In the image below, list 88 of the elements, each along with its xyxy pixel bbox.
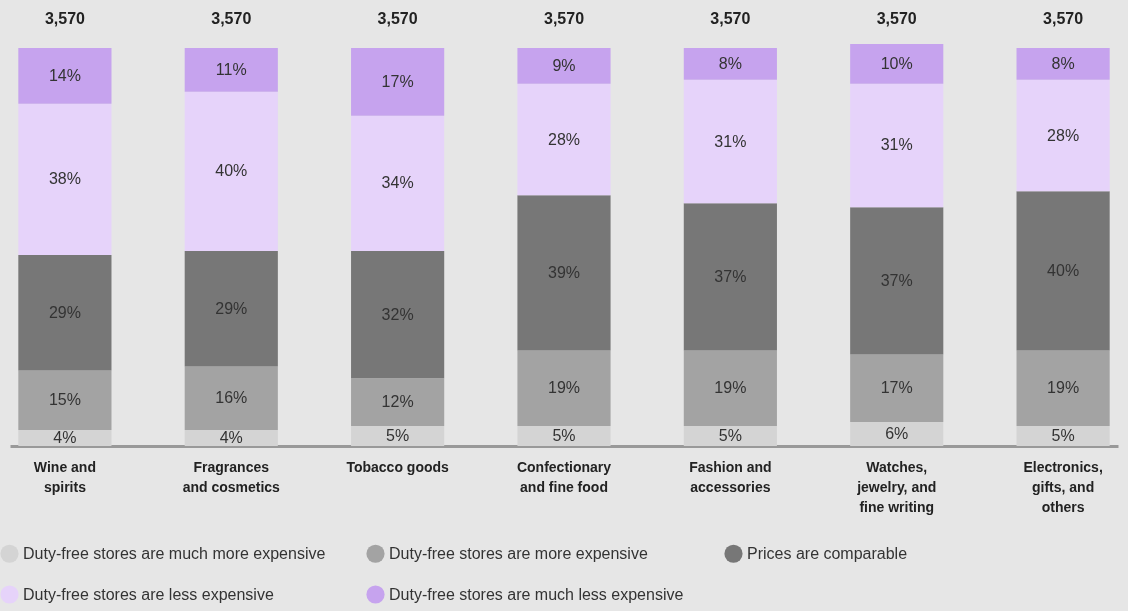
data-label: 8%	[718, 54, 742, 72]
bar	[683, 350, 777, 427]
bar	[18, 370, 112, 431]
data-label: 28%	[547, 130, 581, 148]
data-label: 19%	[1047, 379, 1080, 397]
bar	[184, 250, 278, 367]
data-label: 19%	[714, 379, 747, 397]
data-label: 9%	[552, 56, 576, 74]
data-label: 29%	[215, 299, 248, 317]
x-tick-label: Watches, jewelry, and fine writing	[856, 458, 937, 515]
legend-label: Duty-free stores are much more expensive	[23, 544, 326, 562]
legend-label: Duty-free stores are much less expensive	[389, 585, 684, 603]
x-tick-label: Fragrances and cosmetics	[182, 458, 281, 495]
bar	[517, 350, 611, 427]
data-label: 17%	[381, 72, 414, 90]
data-label: 5%	[718, 427, 742, 445]
bar	[184, 47, 278, 92]
data-label: 19%	[547, 379, 581, 397]
data-label: 10%	[880, 54, 913, 72]
bar	[351, 250, 445, 379]
data-label: 8%	[1051, 54, 1075, 72]
bar	[184, 430, 278, 446]
data-label: 5%	[552, 427, 576, 445]
data-label: 16%	[215, 389, 248, 407]
text: 3,570	[876, 10, 917, 27]
bar	[351, 47, 445, 116]
data-label: 34%	[381, 174, 414, 192]
bar	[683, 47, 777, 80]
data-label: 5%	[386, 427, 410, 445]
data-label: 38%	[48, 170, 81, 188]
data-label: 5%	[1051, 427, 1075, 445]
bar	[850, 354, 944, 423]
bar	[517, 83, 611, 196]
data-label: 28%	[1047, 126, 1080, 144]
data-label: 32%	[381, 305, 414, 323]
text: 3,570	[44, 10, 86, 27]
data-label: 31%	[880, 136, 913, 154]
bar	[850, 83, 944, 208]
x-tick-label: Wine and spirits	[33, 458, 96, 495]
text: 3,570	[543, 10, 585, 27]
bar	[850, 207, 944, 355]
data-label: 4%	[53, 429, 77, 447]
data-label: 39%	[547, 263, 581, 281]
bar	[351, 378, 445, 427]
bar	[517, 195, 611, 351]
text: 3,570	[710, 10, 751, 27]
bar	[517, 47, 611, 84]
data-label: 4%	[219, 429, 243, 447]
bar	[850, 44, 944, 84]
bar	[184, 91, 278, 251]
data-label: 40%	[1047, 261, 1080, 279]
bar	[1016, 426, 1110, 446]
data-label: 29%	[48, 303, 81, 321]
data-label: 31%	[714, 132, 747, 150]
bar	[1016, 47, 1110, 80]
x-tick-label: Fashion and accessories	[689, 458, 772, 495]
bar	[850, 422, 944, 446]
x-tick-label: Confectionary and fine food	[516, 458, 612, 495]
legend-label: Duty-free stores are more expensive	[389, 544, 648, 562]
data-label: 11%	[215, 60, 247, 78]
bar	[517, 426, 611, 446]
data-label: 37%	[714, 267, 747, 285]
bar	[351, 426, 445, 446]
bar	[18, 254, 112, 371]
x-tick-label: Electronics, gifts, and others	[1023, 458, 1103, 515]
x-tick-label: Tobacco goods	[346, 458, 450, 475]
bar	[683, 79, 777, 204]
legend-label: Duty-free stores are less expensive	[23, 585, 274, 603]
bar	[184, 366, 278, 431]
data-label: 14%	[48, 66, 81, 84]
bar	[18, 103, 112, 255]
bar	[683, 426, 777, 446]
text: 3,570	[377, 10, 418, 27]
legend-label: Prices are comparable	[747, 544, 908, 562]
bar	[1016, 191, 1110, 351]
bar	[1016, 350, 1110, 427]
data-label: 17%	[880, 379, 913, 397]
data-label: 15%	[48, 391, 81, 409]
bar	[683, 203, 777, 351]
data-label: 6%	[885, 425, 909, 443]
bar	[18, 47, 112, 104]
data-label: 37%	[880, 271, 913, 289]
data-label: 40%	[215, 162, 248, 180]
bar	[351, 115, 445, 251]
bar	[1016, 79, 1110, 192]
text: 3,570	[211, 10, 252, 27]
text: 3,570	[1043, 10, 1084, 27]
data-label: 12%	[381, 393, 414, 411]
